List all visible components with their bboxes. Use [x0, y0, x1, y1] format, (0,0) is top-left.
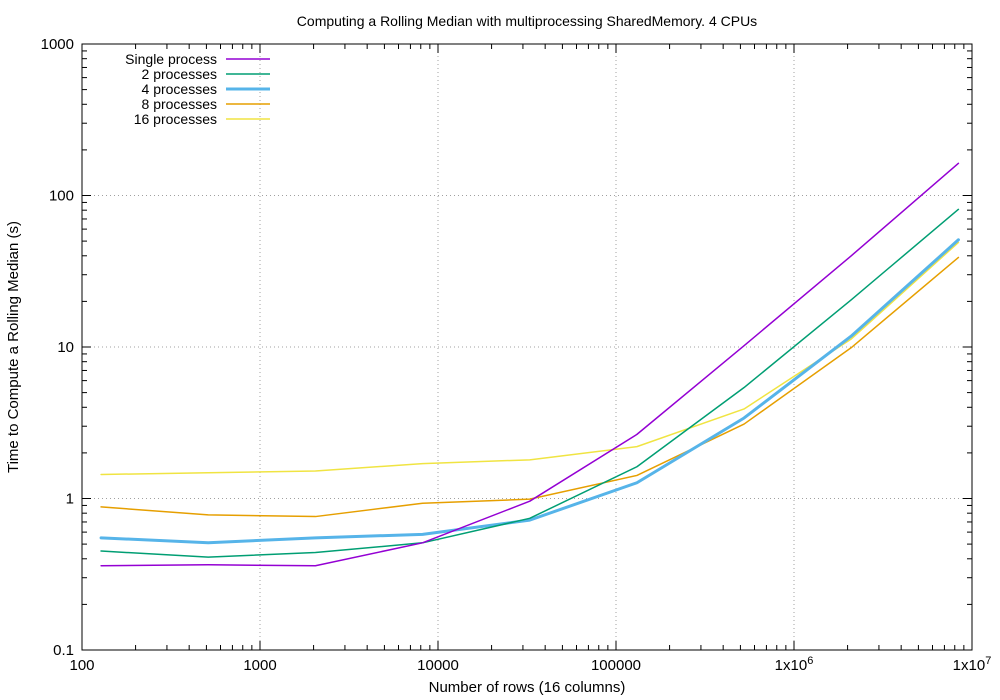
y-tick-label: 1: [66, 491, 74, 508]
chart-title: Computing a Rolling Median with multipro…: [297, 13, 757, 29]
x-tick-label: 10000: [417, 657, 459, 674]
tick-labels: 100 1000 10000 100000 1x106 1x107 0.1 1 10 100 100…: [41, 36, 992, 674]
x-tick-label: 1000: [243, 657, 276, 674]
series-line-16-processes: [100, 241, 960, 476]
plot-series: [99, 162, 960, 567]
x-tick-label: 100: [69, 657, 94, 674]
x-axis-label: Number of rows (16 columns): [429, 679, 626, 696]
series-line-4-processes: [99, 238, 960, 545]
y-tick-label: 100: [49, 188, 74, 205]
x-tick-label: 100000: [591, 657, 641, 674]
legend-label: 4 processes: [142, 81, 217, 97]
series-line-single-process: [100, 162, 960, 567]
y-tick-label: 10: [57, 339, 74, 356]
legend-label: 16 processes: [134, 111, 217, 127]
x-tick-label: 1x106: [775, 655, 814, 674]
legend-label: 2 processes: [142, 66, 217, 82]
y-tick-label: 1000: [41, 36, 74, 53]
series-line-2-processes: [100, 208, 960, 558]
axis-ticks: [81, 43, 973, 651]
y-tick-label: 0.1: [53, 642, 74, 659]
legend-label: Single process: [125, 51, 217, 67]
x-tick-label: 1x107: [953, 655, 992, 674]
legend-label: 8 processes: [142, 96, 217, 112]
series-line-8-processes: [100, 256, 960, 518]
y-axis-label: Time to Compute a Rolling Median (s): [5, 221, 22, 473]
grid: [82, 44, 972, 650]
